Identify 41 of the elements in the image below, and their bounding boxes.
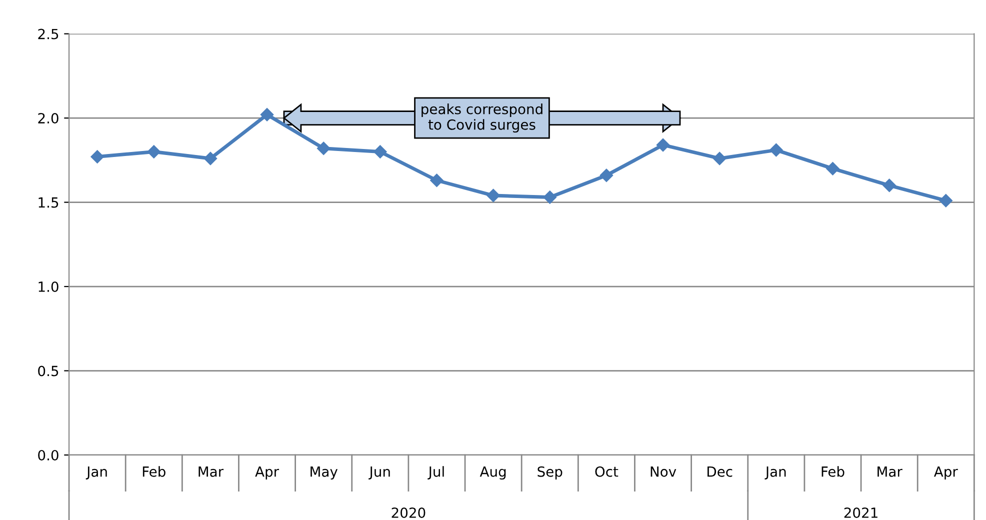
x-tick-label: Mar [878,466,902,477]
y-tick-label: 0.5 [38,366,58,376]
x-tick-label: Jan [86,466,107,480]
annotation: peaks correspond to Covid surges [422,104,542,133]
point [260,108,274,122]
y-tick-label: 1.0 [38,281,58,292]
text: 2021 [844,507,878,518]
x-tick-label: Apr [934,466,958,480]
point [770,143,783,157]
y-tick-label: 1.5 [38,197,58,208]
point [317,142,330,155]
point [826,162,840,176]
x-tick-label: Feb [142,466,166,477]
x-tick-label: Nov [650,466,676,477]
x-tick-label: Dec [708,466,732,477]
point [147,145,160,158]
y-tick-label: 2.0 [38,113,58,124]
x-tick-label: Sep [538,466,562,480]
point [486,188,500,202]
x-tick-label: Mar [198,466,224,477]
point [656,138,670,152]
x-tick-label: Jul [428,466,444,480]
point [430,174,444,187]
point [374,145,387,158]
point [543,190,556,204]
point [204,152,218,166]
text: 2020 [392,507,426,518]
x-tick-label: Feb [822,466,844,477]
y-tick-label: 0.0 [38,450,58,460]
point [713,152,726,166]
x-tick-label: Oct [595,466,618,477]
x-tick-label: Apr [255,466,280,480]
point [882,178,896,192]
y-tick-label: 2.5 [38,28,58,40]
point [600,168,614,182]
x-tick-label: May [310,466,338,480]
point [90,150,104,164]
x-tick-label: Jan [764,466,786,480]
x-tick-label: Aug [480,466,506,480]
point [939,194,952,208]
x-tick-label: Jun [368,466,390,480]
